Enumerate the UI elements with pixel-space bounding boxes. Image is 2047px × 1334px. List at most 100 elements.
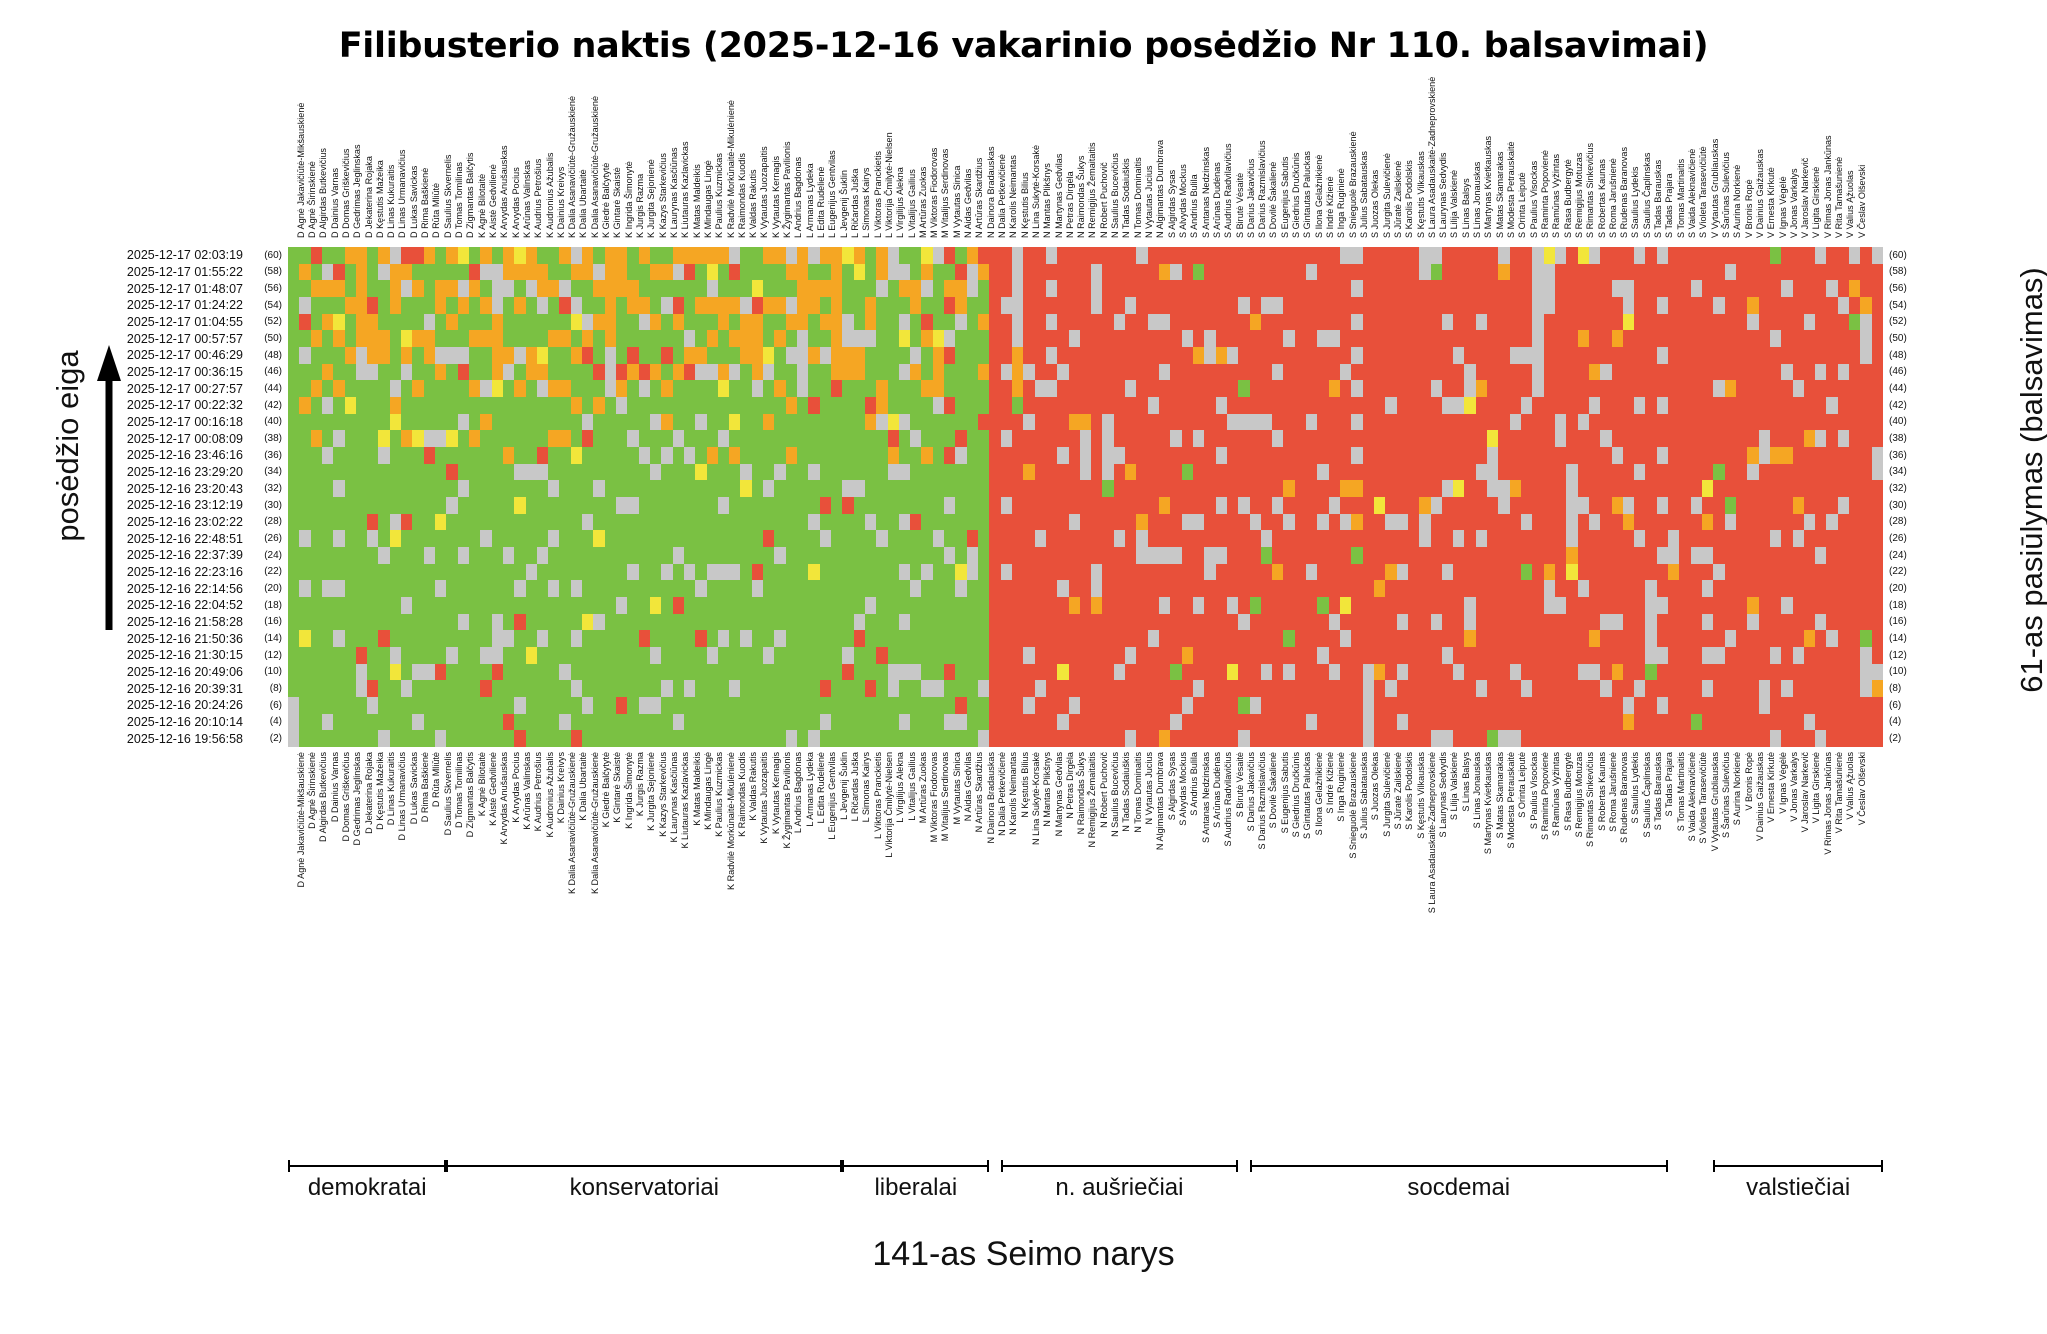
vote-cell <box>367 296 379 314</box>
vote-cell <box>1690 646 1702 664</box>
vote-cell <box>672 696 684 714</box>
vote-cell <box>887 430 899 447</box>
vote-cell <box>1690 446 1702 464</box>
vote-cell <box>1136 513 1148 531</box>
vote-cell <box>955 663 967 681</box>
vote-cell <box>1396 363 1408 381</box>
vote-cell <box>683 563 696 581</box>
vote-cell <box>876 446 888 464</box>
vote-cell <box>480 247 492 264</box>
vote-cell <box>1170 330 1182 347</box>
vote-cell <box>582 680 594 697</box>
vote-cell <box>1283 596 1295 614</box>
vote-cell <box>570 363 583 381</box>
vote-cell <box>1690 496 1702 514</box>
vote-cell <box>887 446 899 464</box>
vote-cell <box>1351 313 1363 331</box>
vote-cell <box>1260 430 1273 447</box>
vote-cell <box>729 613 741 631</box>
vote-cell <box>1735 580 1748 597</box>
vote-cell <box>1849 530 1861 547</box>
vote-cell <box>1826 580 1838 597</box>
vote-cell <box>1826 713 1838 731</box>
vote-cell <box>1860 596 1872 614</box>
vote-cell <box>423 413 436 431</box>
vote-cell <box>1306 280 1318 297</box>
vote-cell <box>616 613 628 631</box>
vote-cell <box>1645 596 1657 614</box>
vote-cell <box>729 646 741 664</box>
vote-cell <box>1611 363 1623 381</box>
vote-cell <box>1430 313 1442 331</box>
vote-cell <box>593 463 605 481</box>
vote-cell <box>1532 630 1544 647</box>
vote-cell <box>1679 546 1691 564</box>
vote-cell <box>378 380 390 397</box>
member-name-label: K Dalia Asanavičiūtė-Gružauskienė <box>559 752 577 897</box>
vote-cell <box>1317 563 1329 581</box>
vote-cell <box>921 730 933 747</box>
row-vote-number-right: (26) <box>1889 533 1907 545</box>
vote-cell <box>1634 396 1646 414</box>
vote-cell <box>1385 730 1397 747</box>
vote-cell <box>1419 247 1431 264</box>
vote-cell <box>672 296 684 314</box>
vote-cell <box>1690 430 1702 447</box>
vote-cell <box>1057 580 1069 597</box>
vote-cell <box>1849 247 1861 264</box>
vote-cell <box>1407 313 1420 331</box>
vote-cell <box>1011 530 1024 547</box>
vote-cell <box>378 313 390 331</box>
vote-cell <box>1000 396 1012 414</box>
vote-cell <box>502 613 515 631</box>
vote-cell <box>887 363 899 381</box>
vote-cell <box>683 730 696 747</box>
vote-cell <box>1396 247 1408 264</box>
vote-cell <box>1532 513 1544 531</box>
vote-cell <box>1159 596 1171 614</box>
vote-cell <box>1192 430 1205 447</box>
vote-cell <box>638 296 650 314</box>
vote-cell <box>536 413 549 431</box>
vote-cell <box>1102 396 1114 414</box>
member-name-label: K Žygimantas Pavilionis <box>774 110 792 247</box>
vote-cell <box>819 480 831 497</box>
vote-cell <box>1294 580 1307 597</box>
vote-cell <box>1170 630 1182 647</box>
vote-cell <box>978 513 990 531</box>
row-vote-number-right: (16) <box>1889 616 1907 628</box>
member-name-label: D Jekaterina Rojaka <box>356 752 374 897</box>
vote-cell <box>1317 363 1329 381</box>
vote-cell <box>1147 463 1160 481</box>
vote-cell <box>378 247 390 264</box>
vote-cell <box>661 263 673 281</box>
vote-cell <box>1668 680 1680 697</box>
vote-cell <box>355 247 368 264</box>
vote-cell <box>1294 380 1307 397</box>
vote-cell <box>774 546 786 564</box>
vote-cell <box>932 563 945 581</box>
vote-cell <box>1441 546 1454 564</box>
vote-cell <box>468 330 481 347</box>
vote-cell <box>536 446 549 464</box>
vote-cell <box>1091 396 1103 414</box>
vote-cell <box>1554 363 1567 381</box>
vote-cell <box>842 613 854 631</box>
vote-cell <box>1679 380 1691 397</box>
y-axis-right-label: 61-as pasiūlymas (balsavimas) <box>2014 267 2047 693</box>
vote-cell <box>616 280 628 297</box>
vote-cell <box>1147 446 1160 464</box>
vote-cell <box>1702 730 1714 747</box>
vote-cell <box>1385 563 1397 581</box>
vote-cell <box>944 563 956 581</box>
vote-cell <box>1475 580 1488 597</box>
vote-cell <box>1826 280 1838 297</box>
vote-cell <box>616 313 628 331</box>
vote-cell <box>480 496 492 514</box>
vote-cell <box>1034 247 1046 264</box>
vote-cell <box>1091 446 1103 464</box>
vote-cell <box>480 630 492 647</box>
vote-cell <box>1634 463 1646 481</box>
vote-cell <box>944 546 956 564</box>
vote-cell <box>819 263 831 281</box>
